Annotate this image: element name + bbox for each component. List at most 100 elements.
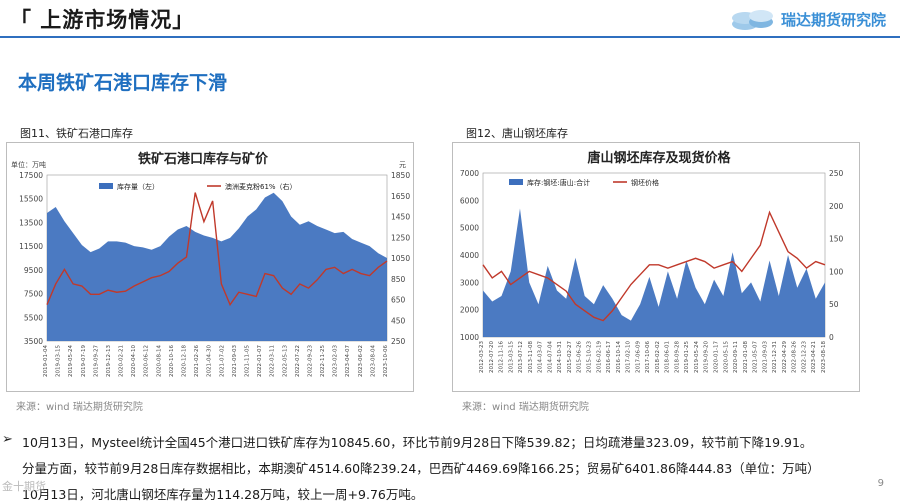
x-tick-label: 2020-06-12 xyxy=(144,345,150,377)
x-tick-label: 2019-05-24 xyxy=(68,345,74,377)
logo-text: 瑞达期货研究院 xyxy=(780,10,886,29)
x-tick-label: 2020-12-18 xyxy=(182,345,188,377)
x-tick-label: 2019-12-13 xyxy=(106,345,112,377)
x-tick-label: 2019-07-19 xyxy=(81,345,87,377)
fig11-source: 来源：wind 瑞达期货研究院 xyxy=(16,402,143,413)
y-right-tick-label: 1650 xyxy=(391,192,410,201)
price-line xyxy=(46,192,388,307)
legend-swatch-area xyxy=(99,183,113,189)
x-tick-label: 2019-09-27 xyxy=(93,345,99,377)
y-right-tick-label: 650 xyxy=(391,296,406,305)
x-tick-label: 2012-11-16 xyxy=(499,341,505,373)
y-left-tick-label: 5000 xyxy=(460,224,479,233)
x-tick-label: 2020-02-21 xyxy=(119,345,125,377)
x-tick-label: 2013-11-08 xyxy=(528,341,534,373)
x-tick-label: 2018-02-02 xyxy=(655,341,661,373)
bullet-line-2: 分量方面，较节前9月28日库存数据相比，本期澳矿4514.60降239.24，巴… xyxy=(22,461,820,476)
y-left-tick-label: 1000 xyxy=(460,333,479,342)
bullet-line-3: 10月13日，河北唐山钢坯库存量为114.28万吨，较上一周+9.76万吨。 xyxy=(22,487,424,502)
logo-icon xyxy=(731,10,773,30)
x-tick-label: 2023-08-18 xyxy=(821,341,827,373)
fig12-source: 来源：wind 瑞达期货研究院 xyxy=(462,402,589,413)
y-left-tick-label: 4000 xyxy=(460,251,479,260)
x-tick-label: 2021-09-03 xyxy=(762,341,768,373)
page-subtitle: 本周铁矿石港口库存下滑 xyxy=(18,72,228,94)
x-tick-label: 2022-04-29 xyxy=(782,341,788,373)
y-left-tick-label: 15500 xyxy=(19,195,43,204)
x-tick-label: 2013-07-12 xyxy=(518,341,524,373)
x-tick-label: 2022-09-23 xyxy=(307,345,313,377)
page-number: 9 xyxy=(877,478,884,489)
price-line xyxy=(482,210,826,322)
legend-label-line: 澳洲麦克粉61%（右） xyxy=(225,182,297,191)
x-tick-label: 2017-10-06 xyxy=(645,341,651,373)
y-right-tick-label: 250 xyxy=(829,169,844,178)
legend-label-area: 库存:钢坯:唐山:合计 xyxy=(527,178,590,187)
y-right-tick-label: 1450 xyxy=(391,213,410,222)
x-tick-label: 2020-08-14 xyxy=(156,345,162,377)
fig12-svg: 唐山钢坯库存及现货价格70006000500040003000200010002… xyxy=(460,150,844,373)
legend-label-line: 钢坯价格 xyxy=(631,178,659,187)
x-tick-label: 2020-10-16 xyxy=(169,345,175,377)
x-tick-label: 2017-02-10 xyxy=(626,341,632,373)
x-tick-label: 2014-07-04 xyxy=(547,341,553,373)
x-tick-label: 2022-05-13 xyxy=(282,345,288,377)
y-left-tick-label: 17500 xyxy=(19,171,43,180)
x-tick-label: 2023-06-02 xyxy=(358,345,364,377)
x-tick-label: 2021-04-30 xyxy=(207,345,213,377)
y-right-tick-label: 1850 xyxy=(391,171,410,180)
y-right-tick-label: 850 xyxy=(391,275,406,284)
y-left-tick-label: 11500 xyxy=(19,242,43,251)
x-tick-label: 2014-10-31 xyxy=(557,341,563,373)
x-tick-label: 2019-09-20 xyxy=(704,341,710,373)
x-tick-label: 2020-09-11 xyxy=(733,341,739,373)
y-right-tick-label: 100 xyxy=(829,267,844,276)
x-tick-label: 2015-02-27 xyxy=(567,341,573,373)
x-tick-label: 2022-03-11 xyxy=(270,345,276,377)
inventory-area xyxy=(483,208,825,337)
y-left-tick-label: 2000 xyxy=(460,306,479,315)
y-left-tick-label: 3000 xyxy=(460,278,479,287)
fig11-chart: 铁矿石港口库存与矿价 单位：万吨 元 17500 15500 13500 11500 9500… xyxy=(6,142,414,392)
x-tick-label: 2019-01-04 xyxy=(43,345,49,377)
x-tick-label: 2021-05-07 xyxy=(753,341,759,373)
header-divider xyxy=(0,36,900,38)
x-tick-label: 2021-07-02 xyxy=(219,345,225,377)
x-tick-label: 2019-03-15 xyxy=(56,345,62,377)
x-tick-label: 2017-06-09 xyxy=(635,341,641,373)
x-tick-label: 2016-02-19 xyxy=(596,341,602,373)
x-tick-label: 2022-08-26 xyxy=(792,341,798,373)
x-tick-label: 2022-12-23 xyxy=(801,341,807,373)
x-tick-label: 2020-01-17 xyxy=(714,341,720,373)
x-tick-label: 2021-01-08 xyxy=(743,341,749,373)
x-tick-label: 2023-04-21 xyxy=(811,341,817,373)
y-left-tick-label: 7500 xyxy=(24,290,43,299)
right-unit-label: 元 xyxy=(399,161,406,169)
x-tick-label: 2016-10-14 xyxy=(616,341,622,373)
y-left-tick-label: 13500 xyxy=(19,218,43,227)
y-left-tick-label: 3500 xyxy=(24,337,43,346)
chart-title: 唐山钢坯库存及现货价格 xyxy=(587,150,731,166)
x-tick-label: 2015-06-26 xyxy=(577,341,583,373)
x-tick-label: 2016-06-17 xyxy=(606,341,612,373)
inventory-area xyxy=(47,192,387,341)
y-right-tick-label: 450 xyxy=(391,316,406,325)
x-tick-label: 2015-10-23 xyxy=(586,341,592,373)
fig11-label: 图11、铁矿石港口库存 xyxy=(20,127,133,140)
y-right-tick-label: 250 xyxy=(391,337,406,346)
legend-swatch-area xyxy=(509,179,523,185)
fig12-label: 图12、唐山钢坯库存 xyxy=(466,127,568,140)
y-right-tick-label: 0 xyxy=(829,333,834,342)
x-tick-label: 2020-05-15 xyxy=(723,341,729,373)
x-tick-label: 2018-09-28 xyxy=(674,341,680,373)
x-tick-label: 2023-08-04 xyxy=(370,345,376,377)
x-tick-label: 2012-07-20 xyxy=(489,341,495,373)
x-tick-label: 2014-03-07 xyxy=(538,341,544,373)
x-tick-label: 2023-02-03 xyxy=(333,345,339,377)
legend-label-area: 库存量（左） xyxy=(117,182,159,191)
x-tick-label: 2018-06-01 xyxy=(665,341,671,373)
x-tick-label: 2023-04-07 xyxy=(345,345,351,377)
x-tick-label: 2021-09-03 xyxy=(232,345,238,377)
x-tick-label: 2019-01-25 xyxy=(684,341,690,373)
left-unit-label: 单位：万吨 xyxy=(11,160,46,169)
